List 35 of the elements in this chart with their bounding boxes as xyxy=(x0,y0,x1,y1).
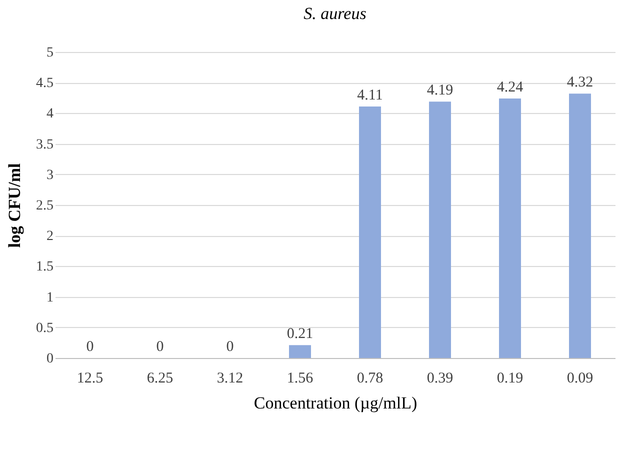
data-label: 4.24 xyxy=(496,80,524,96)
x-tick-label: 0.09 xyxy=(566,370,594,386)
x-tick-label: 0.39 xyxy=(426,370,454,386)
x-axis-title: Concentration (µg/mlL) xyxy=(254,394,418,412)
bar xyxy=(569,94,591,358)
data-label: 0 xyxy=(156,339,164,355)
y-tick-label: 5 xyxy=(46,46,54,60)
y-tick-label: 4 xyxy=(46,106,54,122)
y-tick-label: 3.5 xyxy=(36,137,54,152)
y-tick-label: 3 xyxy=(46,168,54,183)
data-label: 4.32 xyxy=(566,74,594,91)
y-tick-label: 0 xyxy=(46,352,54,366)
data-label: 0 xyxy=(226,339,234,355)
x-tick-label: 1.56 xyxy=(286,370,314,386)
data-label: 0.21 xyxy=(286,326,314,342)
y-tick-label: 1 xyxy=(46,290,54,306)
data-label: 4.19 xyxy=(426,82,454,99)
y-tick-label: 2 xyxy=(46,229,54,244)
y-tick-label: 0.5 xyxy=(36,320,54,336)
x-tick-label: 6.25 xyxy=(146,370,174,386)
y-tick-label: 1.5 xyxy=(36,260,54,275)
x-tick-label: 0.19 xyxy=(496,370,524,386)
y-tick-label: 2.5 xyxy=(36,198,54,214)
x-tick-label: 12.5 xyxy=(76,370,104,386)
bar xyxy=(289,345,311,358)
x-tick-label: 3.12 xyxy=(216,370,244,386)
bar xyxy=(429,102,451,358)
y-tick-label: 4.5 xyxy=(36,76,54,92)
y-axis-title: log CFU/ml xyxy=(5,162,24,248)
bar xyxy=(499,98,521,358)
x-tick-label: 0.78 xyxy=(356,370,384,386)
bar xyxy=(359,106,381,358)
chart-title: S. aureus xyxy=(304,4,367,23)
data-label: 0 xyxy=(86,339,94,355)
data-label: 4.11 xyxy=(357,87,383,104)
